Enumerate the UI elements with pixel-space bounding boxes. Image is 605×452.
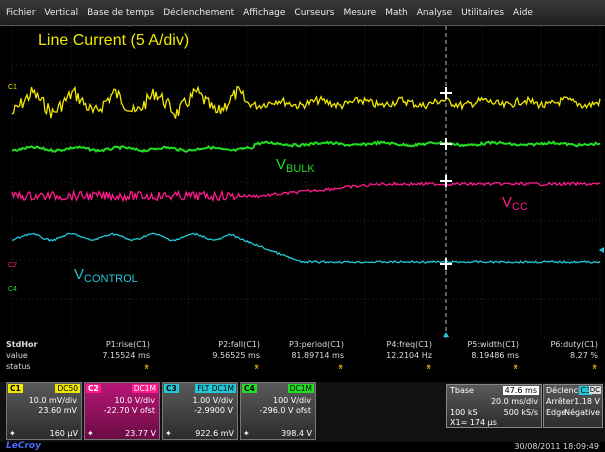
- measure-status: ⌆: [253, 362, 260, 371]
- menu-item-aide[interactable]: Aide: [513, 7, 533, 18]
- vbulk-label: VBULK: [276, 156, 315, 175]
- measure-value: 81.89714 ms: [291, 351, 344, 360]
- channel-c1-box[interactable]: C1 DC50 10.0 mV/div 23.60 mV ✦ 160 μV: [6, 382, 82, 440]
- c4-marker[interactable]: C4: [8, 286, 17, 293]
- channel-c2-box[interactable]: C2 DC1M 10.0 V/div -22.70 V ofst ✦ 23.77…: [84, 382, 160, 440]
- c3-cursor-value: 922.6 mV: [195, 429, 234, 438]
- menu-item-fichier[interactable]: Fichier: [6, 7, 36, 18]
- channel-c3-box[interactable]: C3 FLT DC1M 1.00 V/div -2.9900 V ✦ 922.6…: [162, 382, 238, 440]
- measure-name: P5:width(C1): [467, 340, 519, 349]
- trace-vcc: [11, 181, 601, 203]
- timebase-samples: 100 kS: [450, 408, 478, 417]
- measurement-table: StdHor value status P1:rise(C1) 7.15524 m…: [0, 338, 605, 382]
- measure-value: 8.19486 ms: [471, 351, 519, 360]
- menu-item-mesure[interactable]: Mesure: [343, 7, 377, 18]
- c2-coupling: DC1M: [131, 384, 158, 393]
- trigger-label: Déclench: [546, 386, 584, 395]
- vcc-label: VCC: [502, 194, 528, 213]
- row-label-value: value: [6, 351, 28, 360]
- c1-coupling: DC50: [55, 384, 80, 393]
- c2-scale: 10.0 V/div: [114, 396, 155, 405]
- row-label-status: status: [6, 362, 31, 371]
- cursor-icon: ✦: [87, 429, 94, 438]
- c3-tag: C3: [164, 384, 179, 393]
- menu-item-analyse[interactable]: Analyse: [416, 7, 453, 18]
- timebase-delay: 47.6 ms: [502, 386, 539, 395]
- trigger-coupling: DC: [588, 386, 601, 394]
- menu-item-vertical[interactable]: Vertical: [44, 7, 79, 18]
- menu-item-curseurs[interactable]: Curseurs: [294, 7, 335, 18]
- trigger-level-marker: [599, 247, 604, 253]
- trigger-type: Edge: [546, 408, 567, 417]
- timebase-box[interactable]: Tbase 47.6 ms 20.0 ms/div 100 kS 500 kS/…: [446, 384, 542, 428]
- menu-item-d-clenchement[interactable]: Déclenchement: [163, 7, 235, 18]
- timebase-label: Tbase: [450, 386, 474, 395]
- menu-bar: Fichier Vertical Base de temps Déclenchemen…: [0, 0, 605, 26]
- c2-cursor-value: 23.77 V: [125, 429, 156, 438]
- measure-status: ⌆: [591, 362, 598, 371]
- c4-cursor-value: 398.4 V: [281, 429, 312, 438]
- trace-vbulk: [11, 140, 601, 154]
- timebase-scale: 20.0 ms/div: [490, 397, 538, 406]
- trigger-level: 1.18 V: [574, 397, 600, 406]
- menu-item-math[interactable]: Math: [385, 7, 408, 18]
- measure-status: ⌆: [425, 362, 432, 371]
- c4-offset: -296.0 V ofst: [259, 406, 311, 415]
- channel-panel: C1 DC50 10.0 mV/div 23.60 mV ✦ 160 μV C2…: [0, 382, 605, 442]
- measure-name: P2:fall(C1): [218, 340, 260, 349]
- trace-vcontrol: [11, 232, 601, 264]
- c4-tag: C4: [242, 384, 257, 393]
- c1-tag: C1: [8, 384, 23, 393]
- measure-status: ⌆: [143, 362, 150, 371]
- measure-value: 8.27 %: [570, 351, 598, 360]
- measure-status: ⌆: [512, 362, 519, 371]
- vcontrol-label: VCONTROL: [74, 266, 138, 285]
- measure-name: P4:freq(C1): [386, 340, 432, 349]
- c3-offset: -2.9900 V: [194, 406, 233, 415]
- c1-marker[interactable]: C1: [8, 84, 17, 91]
- measure-value: 9.56525 ms: [212, 351, 260, 360]
- measure-status: ⌆: [337, 362, 344, 371]
- status-footer: LeCroy 30/08/2011 18:09:49: [0, 441, 605, 452]
- waveform-display[interactable]: Line Current (5 A/div) VBULK VCC VCONTRO…: [0, 26, 605, 338]
- c2-tag: C2: [86, 384, 101, 393]
- c3-scale: 1.00 V/div: [192, 396, 233, 405]
- brand-logo: LeCroy: [6, 441, 41, 451]
- row-label-stdhor: StdHor: [6, 340, 38, 349]
- timestamp: 30/08/2011 18:09:49: [514, 442, 599, 451]
- trigger-box[interactable]: Déclench C3 DC Arrêter 1.18 V Edge Négat…: [543, 384, 603, 428]
- menu-item-utilitaires[interactable]: Utilitaires: [461, 7, 505, 18]
- measure-name: P6:duty(C1): [550, 340, 598, 349]
- c1-offset: 23.60 mV: [38, 406, 77, 415]
- measure-value: 7.15524 ms: [102, 351, 150, 360]
- measure-value: 12.2104 Hz: [386, 351, 432, 360]
- c4-scale: 100 V/div: [272, 396, 311, 405]
- trigger-mode: Arrêter: [546, 397, 575, 406]
- trace-line-current: [11, 85, 601, 119]
- measure-name: P3:period(C1): [288, 340, 344, 349]
- cursor-icon: ✦: [9, 429, 16, 438]
- measure-name: P1:rise(C1): [105, 340, 150, 349]
- c3-coupling: FLT DC1M: [195, 384, 236, 393]
- menu-item-affichage[interactable]: Affichage: [243, 7, 286, 18]
- c2-offset: -22.70 V ofst: [103, 406, 155, 415]
- c2-marker[interactable]: C2: [8, 262, 17, 269]
- channel-c4-box[interactable]: C4 DC1M 100 V/div -296.0 V ofst ✦ 398.4 …: [240, 382, 316, 440]
- c4-coupling: DC1M: [287, 384, 314, 393]
- line-current-label: Line Current (5 A/div): [38, 32, 190, 49]
- timebase-cursor: X1= 174 µs: [450, 418, 497, 427]
- menu-item-base-de-temps[interactable]: Base de temps: [87, 7, 155, 18]
- c1-cursor-value: 160 μV: [49, 429, 78, 438]
- trigger-channel: C3: [579, 386, 592, 395]
- trigger-time-marker: [443, 332, 449, 337]
- cursor-icon: ✦: [243, 429, 250, 438]
- waveform-grid: [11, 26, 604, 338]
- timebase-rate: 500 kS/s: [503, 408, 538, 417]
- trigger-slope: Négative: [564, 408, 600, 417]
- cursor-icon: ✦: [165, 429, 172, 438]
- c1-scale: 10.0 mV/div: [28, 396, 77, 405]
